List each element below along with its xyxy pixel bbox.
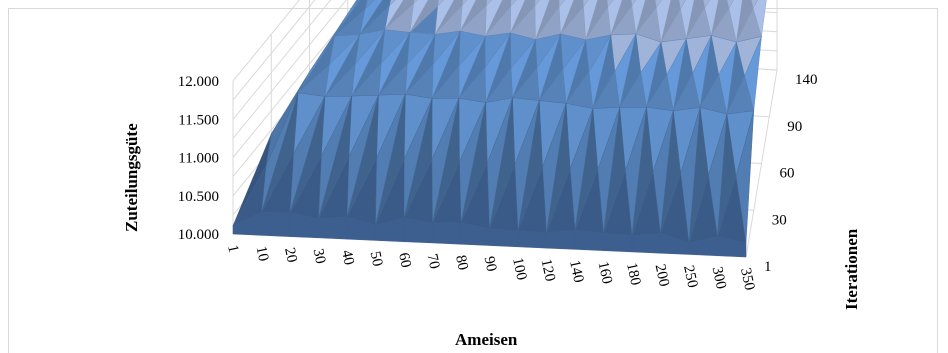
x-axis-title: Ameisen — [455, 330, 518, 349]
surface-facet — [437, 0, 445, 7]
y-tick-label: 60 — [780, 166, 795, 182]
x-tick-label: 160 — [595, 260, 615, 285]
surface-front-edge — [603, 232, 633, 253]
surface-facet — [655, 0, 663, 9]
surface-plot — [232, 0, 767, 258]
x-tick-label: 200 — [652, 263, 672, 288]
x-tick-label: 20 — [281, 246, 300, 264]
y-tick-label: 140 — [795, 72, 818, 88]
surface-front-edge — [546, 229, 576, 250]
surface-front-edge — [489, 228, 519, 248]
z-axis-ticks: 10.000 10.500 11.000 11.500 12.000 — [178, 74, 219, 243]
x-tick-label: 80 — [452, 254, 471, 272]
x-tick-label: 120 — [538, 258, 558, 283]
surface-facet — [364, 0, 376, 10]
x-tick-label: 100 — [509, 256, 529, 281]
y-tick-label: 30 — [772, 212, 787, 228]
x-tick-label: 250 — [680, 264, 700, 289]
z-tick-label: 10.000 — [178, 227, 219, 243]
x-tick-label: 1 — [224, 244, 241, 255]
surface-facet — [703, 0, 711, 9]
x-tick-label: 90 — [481, 255, 500, 273]
x-axis-ticks: 1 10 20 30 40 50 60 70 80 90 100 120 140 160 180 200 250… — [224, 244, 757, 292]
surface-front-edge — [318, 216, 348, 240]
x-tick-label: 70 — [424, 252, 443, 270]
gridline — [232, 0, 347, 139]
gridline — [232, 0, 316, 101]
x-tick-label: 350 — [737, 267, 757, 292]
gridline — [232, 0, 332, 120]
gridline — [232, 0, 300, 82]
surface-facet — [678, 0, 687, 10]
z-tick-label: 10.500 — [178, 189, 219, 205]
y-tick-label: 1 — [764, 259, 772, 275]
gridline — [232, 0, 363, 158]
z-tick-label: 11.000 — [178, 151, 219, 167]
x-tick-label: 180 — [623, 261, 643, 286]
z-tick-label: 11.500 — [178, 112, 219, 128]
x-tick-label: 300 — [709, 265, 729, 290]
z-tick-label: 12.000 — [178, 74, 219, 90]
x-tick-label: 40 — [338, 249, 357, 267]
surface-front-edge — [261, 212, 291, 237]
x-tick-label: 30 — [310, 247, 329, 265]
surface-front-edge — [432, 222, 462, 245]
surface-front-edge — [517, 230, 547, 249]
y-tick-label: 90 — [787, 119, 802, 135]
y-axis-title: Iterationen — [842, 228, 861, 310]
surface-front-edge — [574, 229, 604, 251]
surface-front-edge — [717, 236, 747, 258]
x-tick-label: 140 — [566, 259, 586, 284]
y-axis-ticks: 1 30 60 90 140 — [764, 72, 818, 275]
x-tick-label: 50 — [367, 250, 386, 268]
x-tick-label: 60 — [395, 251, 414, 269]
surface-front-edge — [631, 233, 661, 254]
z-axis-title: Zuteilungsgüte — [122, 123, 141, 232]
x-tick-label: 10 — [253, 245, 272, 263]
